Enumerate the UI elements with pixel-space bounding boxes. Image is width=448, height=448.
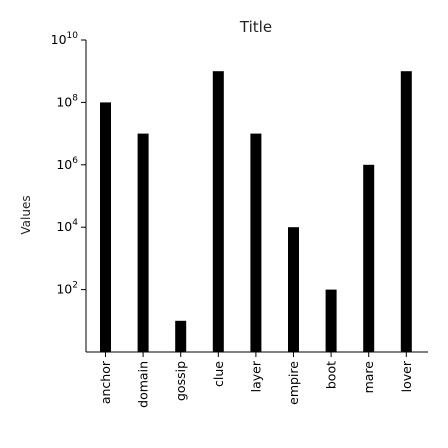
x-tick-label-gossip: gossip (173, 361, 188, 401)
y-tick-base: 10 (56, 282, 72, 297)
y-tick-exponent: 4 (72, 218, 78, 228)
y-tick-label-8: 108 (56, 93, 78, 109)
x-tick-label-empire: empire (286, 361, 301, 405)
bar-anchor (100, 102, 111, 353)
x-tick-label-domain: domain (136, 361, 151, 408)
x-tick-label-boot: boot (324, 361, 339, 389)
y-tick-exponent: 8 (72, 93, 78, 103)
y-tick-exponent: 2 (72, 281, 78, 291)
x-ticks-group: anchor domain gossip clue layer empire boot mar… (98, 352, 414, 408)
bar-layer (250, 133, 262, 352)
bars-group (100, 71, 412, 353)
bar-mare (363, 164, 375, 352)
x-tick-label-lover: lover (399, 360, 414, 392)
x-tick-label-anchor: anchor (98, 360, 113, 404)
y-axis-label: Values (19, 195, 33, 234)
bar-domain (137, 133, 149, 352)
y-tick-label-4: 104 (56, 218, 78, 234)
y-tick-base: 10 (56, 94, 72, 109)
y-tick-label-6: 106 (56, 156, 78, 172)
y-tick-base: 10 (51, 32, 67, 47)
y-tick-base: 10 (56, 219, 72, 234)
chart-title: Title (239, 18, 272, 36)
bar-lover (400, 71, 412, 352)
bar-boot (325, 289, 337, 352)
x-tick-label-layer: layer (248, 360, 263, 392)
y-tick-exponent: 10 (67, 31, 79, 41)
y-tick-label-10: 1010 (51, 31, 79, 47)
y-tick-base: 10 (56, 157, 72, 172)
bar-clue (212, 71, 224, 352)
bar-gossip (175, 320, 187, 352)
x-tick-label-mare: mare (361, 361, 376, 394)
y-tick-exponent: 6 (72, 156, 78, 166)
bar-empire (288, 227, 299, 352)
x-tick-label-clue: clue (211, 361, 226, 387)
y-tick-label-2: 102 (56, 281, 78, 297)
